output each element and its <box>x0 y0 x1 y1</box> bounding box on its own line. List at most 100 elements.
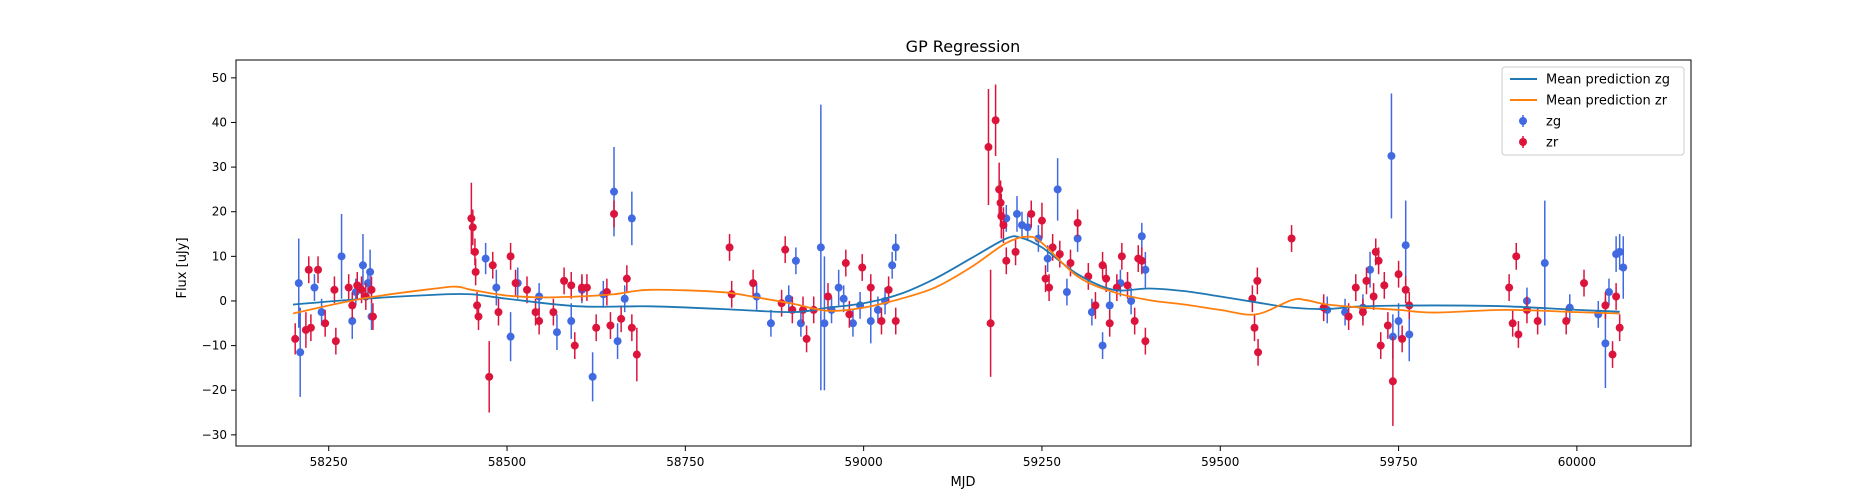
data-point-zr <box>841 259 850 268</box>
data-point-zr <box>1073 218 1082 227</box>
y-tick-label: −30 <box>202 428 227 442</box>
y-tick-label: −10 <box>202 339 227 353</box>
data-point-zr <box>467 214 476 223</box>
data-point-zr <box>1358 308 1367 317</box>
data-point-zg <box>1366 265 1375 274</box>
data-point-zg <box>1062 288 1071 297</box>
data-point-zg <box>891 243 900 252</box>
x-tick-label: 59000 <box>845 455 883 469</box>
data-point-zg <box>1601 339 1610 348</box>
data-point-zg <box>848 319 857 328</box>
data-point-zg <box>296 348 305 357</box>
chart-title: GP Regression <box>906 37 1021 56</box>
data-point-zr <box>1037 216 1046 225</box>
data-point-zr <box>1091 301 1100 310</box>
data-point-zg <box>552 328 561 337</box>
data-point-zg <box>1540 259 1549 268</box>
mean-line-1 <box>292 235 1620 316</box>
data-point-zr <box>488 261 497 270</box>
data-point-zr <box>1580 279 1589 288</box>
legend-label: Mean prediction zg <box>1546 73 1670 88</box>
data-point-zr <box>331 337 340 346</box>
data-point-zg <box>784 294 793 303</box>
legend-marker-swatch <box>1519 138 1527 146</box>
data-point-zg <box>613 337 622 346</box>
data-point-zg <box>766 319 775 328</box>
data-point-zr <box>560 276 569 285</box>
data-point-zg <box>1615 247 1624 256</box>
data-point-zr <box>627 323 636 332</box>
data-point-zr <box>1380 281 1389 290</box>
y-tick-label: 40 <box>212 115 227 129</box>
data-point-zr <box>1027 209 1036 218</box>
data-point-zr <box>474 312 483 321</box>
data-point-zg <box>317 308 326 317</box>
data-point-zr <box>1066 259 1075 268</box>
data-point-zr <box>368 312 377 321</box>
data-point-zg <box>1387 151 1396 160</box>
data-point-zr <box>1105 319 1114 328</box>
data-point-zr <box>991 116 1000 125</box>
data-point-zg <box>358 261 367 270</box>
data-point-zr <box>1369 292 1378 301</box>
data-point-zr <box>1383 321 1392 330</box>
data-point-zg <box>1087 308 1096 317</box>
data-point-zr <box>845 310 854 319</box>
data-point-zr <box>470 247 479 256</box>
data-point-zr <box>592 323 601 332</box>
data-point-zr <box>1512 252 1521 261</box>
data-point-zr <box>1287 234 1296 243</box>
data-point-zg <box>1141 265 1150 274</box>
y-axis-label: Flux [uJy] <box>175 237 190 298</box>
data-point-zg <box>1073 234 1082 243</box>
data-point-zg <box>310 283 319 292</box>
data-point-zg <box>1137 232 1146 241</box>
y-tick-label: 30 <box>212 160 227 174</box>
data-point-zr <box>1123 281 1132 290</box>
data-point-zr <box>1376 341 1385 350</box>
data-point-zr <box>984 143 993 152</box>
data-point-zg <box>820 319 829 328</box>
data-point-zr <box>348 301 357 310</box>
x-tick-label: 58750 <box>666 455 704 469</box>
data-point-zr <box>1011 247 1020 256</box>
data-point-zr <box>321 319 330 328</box>
data-point-zr <box>1351 283 1360 292</box>
data-point-zr <box>999 221 1008 230</box>
data-point-zr <box>291 334 300 343</box>
data-point-zg <box>873 305 882 314</box>
data-point-zr <box>606 321 615 330</box>
data-point-zr <box>995 185 1004 194</box>
legend-label: zg <box>1546 115 1561 130</box>
data-point-zr <box>1608 350 1617 359</box>
data-point-zr <box>367 285 376 294</box>
data-point-zr <box>1371 247 1380 256</box>
x-tick-label: 58500 <box>488 455 526 469</box>
data-point-zr <box>1250 323 1259 332</box>
data-point-zr <box>314 265 323 274</box>
data-point-zr <box>330 285 339 294</box>
legend-label: zr <box>1546 136 1559 151</box>
x-tick-label: 59500 <box>1201 455 1239 469</box>
data-point-zr <box>535 317 544 326</box>
data-point-zr <box>1401 285 1410 294</box>
data-point-zg <box>588 372 597 381</box>
data-point-zg <box>492 283 501 292</box>
x-tick-label: 60000 <box>1558 455 1596 469</box>
data-point-zr <box>494 308 503 317</box>
data-point-zg <box>1394 317 1403 326</box>
data-point-zr <box>802 334 811 343</box>
data-point-zr <box>306 323 315 332</box>
data-point-zr <box>1612 292 1621 301</box>
data-point-zr <box>823 292 832 301</box>
legend-box <box>1501 66 1685 156</box>
plot-area <box>291 84 1628 426</box>
data-point-zr <box>617 314 626 323</box>
data-point-zg <box>1401 241 1410 250</box>
data-point-zr <box>997 212 1006 221</box>
data-point-zg <box>348 317 357 326</box>
data-point-zr <box>1374 256 1383 265</box>
series-zr <box>291 84 1624 426</box>
data-point-zr <box>1362 276 1371 285</box>
data-point-zr <box>1562 317 1571 326</box>
